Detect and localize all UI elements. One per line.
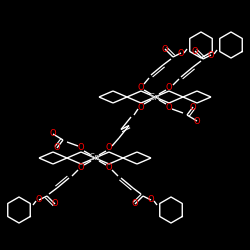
Text: O: O — [148, 196, 154, 204]
Text: O: O — [52, 200, 58, 208]
Text: O: O — [162, 44, 168, 54]
Text: O: O — [106, 144, 112, 152]
Text: O: O — [36, 196, 42, 204]
Text: Sn: Sn — [150, 92, 160, 102]
Text: O: O — [132, 200, 138, 208]
Text: O: O — [166, 82, 172, 92]
Text: O: O — [208, 50, 214, 59]
Text: O: O — [194, 116, 200, 126]
Text: O: O — [190, 102, 196, 112]
Text: Sn: Sn — [90, 154, 100, 162]
Text: O: O — [106, 164, 112, 172]
Text: O: O — [78, 144, 84, 152]
Text: O: O — [138, 82, 144, 92]
Text: O: O — [138, 102, 144, 112]
Text: O: O — [178, 48, 184, 58]
Text: O: O — [192, 46, 198, 56]
Text: O: O — [78, 164, 84, 172]
Text: O: O — [166, 102, 172, 112]
Text: O: O — [54, 144, 60, 152]
Text: O: O — [50, 130, 56, 138]
